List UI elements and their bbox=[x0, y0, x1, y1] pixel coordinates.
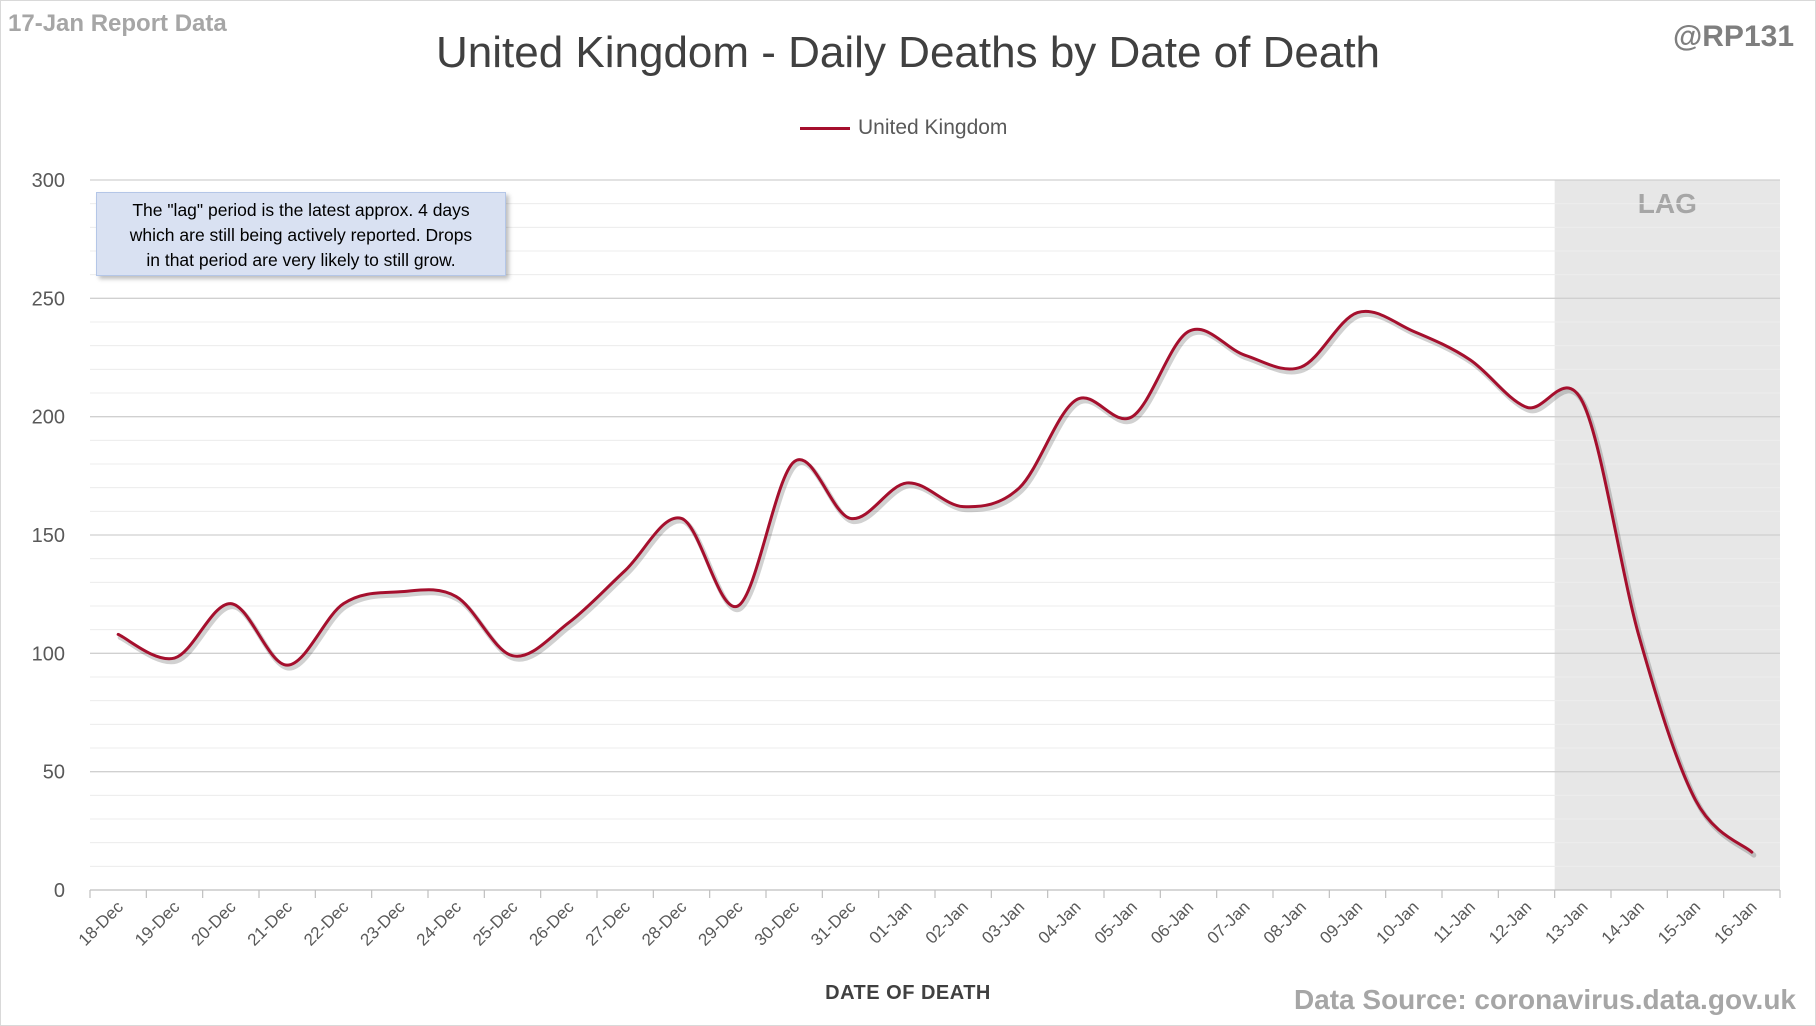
x-tick-label: 22-Dec bbox=[300, 897, 353, 950]
data-point bbox=[173, 657, 176, 660]
x-tick-label: 28-Dec bbox=[638, 897, 691, 950]
x-tick-label: 30-Dec bbox=[751, 897, 804, 950]
data-point bbox=[624, 569, 627, 572]
x-tick-label: 10-Jan bbox=[1372, 897, 1422, 947]
data-point bbox=[1131, 415, 1134, 418]
data-point bbox=[849, 517, 852, 520]
data-point bbox=[1356, 311, 1359, 314]
data-source: Data Source: coronavirus.data.gov.uk bbox=[1293, 984, 1796, 1015]
x-tick-label: 06-Jan bbox=[1147, 897, 1197, 947]
x-tick-label: 26-Dec bbox=[525, 897, 578, 950]
data-point bbox=[1187, 330, 1190, 333]
report-tag: 17-Jan Report Data bbox=[8, 10, 227, 37]
x-tick-label: 01-Jan bbox=[865, 897, 915, 947]
data-point bbox=[1638, 635, 1641, 638]
data-point bbox=[1581, 401, 1584, 404]
x-tick-label: 18-Dec bbox=[75, 897, 128, 950]
chart-legend: United Kingdom bbox=[800, 116, 1007, 140]
annotation-line: The "lag" period is the latest approx. 4… bbox=[132, 200, 470, 220]
x-tick-label: 13-Jan bbox=[1541, 897, 1591, 947]
x-tick-label: 16-Jan bbox=[1710, 897, 1760, 947]
x-tick-label: 24-Dec bbox=[413, 897, 466, 950]
data-point bbox=[793, 460, 796, 463]
x-tick-label: 04-Jan bbox=[1034, 897, 1084, 947]
data-point bbox=[1243, 354, 1246, 357]
x-tick-label: 27-Dec bbox=[582, 897, 635, 950]
data-point bbox=[342, 602, 345, 605]
author-handle: @RP131 bbox=[1673, 20, 1794, 53]
x-tick-label: 11-Jan bbox=[1430, 897, 1479, 946]
y-tick-label: 150 bbox=[32, 525, 65, 547]
x-tick-label: 21-Dec bbox=[244, 897, 297, 950]
data-point bbox=[1525, 406, 1528, 409]
y-tick-label: 0 bbox=[54, 880, 65, 902]
data-point bbox=[1300, 365, 1303, 368]
y-tick-label: 100 bbox=[32, 643, 65, 665]
data-point bbox=[567, 621, 570, 624]
data-point bbox=[962, 505, 965, 508]
data-point bbox=[398, 590, 401, 593]
data-point bbox=[736, 605, 739, 608]
data-point bbox=[117, 633, 120, 636]
annotation-line: in that period are very likely to still … bbox=[146, 250, 456, 270]
x-tick-label: 03-Jan bbox=[978, 897, 1028, 947]
series-line-united-kingdom bbox=[116, 309, 1754, 854]
data-point bbox=[511, 654, 514, 657]
x-axis-title: DATE OF DEATH bbox=[825, 982, 991, 1004]
y-tick-label: 250 bbox=[32, 288, 65, 310]
x-tick-label: 23-Dec bbox=[356, 897, 409, 950]
x-tick-label: 02-Jan bbox=[922, 897, 972, 947]
data-point bbox=[1412, 330, 1415, 333]
x-tick-label: 20-Dec bbox=[187, 897, 240, 950]
data-point bbox=[229, 602, 232, 605]
x-tick-label: 25-Dec bbox=[469, 897, 522, 950]
data-point bbox=[1694, 799, 1697, 802]
x-tick-label: 19-Dec bbox=[131, 897, 184, 950]
legend-swatch-united-kingdom bbox=[800, 126, 850, 130]
x-tick-label: 14-Jan bbox=[1598, 897, 1648, 947]
data-point bbox=[680, 517, 683, 520]
annotation-line: which are still being actively reported.… bbox=[129, 225, 473, 245]
data-point bbox=[1074, 399, 1077, 402]
data-point bbox=[1469, 358, 1472, 361]
x-tick-label: 12-Jan bbox=[1485, 897, 1535, 947]
series-line-shadow bbox=[117, 311, 1757, 858]
x-tick-label: 31-Dec bbox=[807, 897, 860, 950]
x-tick-label: 29-Dec bbox=[694, 897, 747, 950]
y-tick-label: 300 bbox=[32, 170, 65, 192]
legend-label-united-kingdom: United Kingdom bbox=[858, 116, 1008, 139]
lag-annotation: The "lag" period is the latest approx. 4… bbox=[96, 192, 506, 276]
data-point bbox=[1018, 486, 1021, 489]
y-tick-label: 200 bbox=[32, 407, 65, 429]
y-tick-label: 50 bbox=[43, 762, 65, 784]
data-point bbox=[1750, 851, 1753, 854]
x-tick-label: 07-Jan bbox=[1203, 897, 1253, 947]
data-point bbox=[905, 481, 908, 484]
x-tick-label: 05-Jan bbox=[1091, 897, 1141, 947]
x-tick-label: 15-Jan bbox=[1654, 897, 1704, 947]
x-tick-label: 09-Jan bbox=[1316, 897, 1366, 947]
x-tick-label: 08-Jan bbox=[1260, 897, 1310, 947]
data-point bbox=[455, 595, 458, 598]
data-point bbox=[286, 664, 289, 667]
chart-title: United Kingdom - Daily Deaths by Date of… bbox=[435, 28, 1381, 77]
